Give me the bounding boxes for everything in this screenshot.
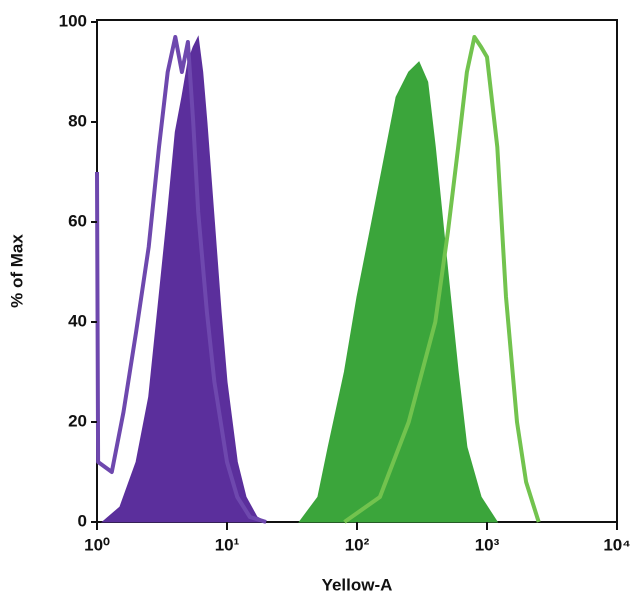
filled-histogram [101,35,267,523]
y-tick-label: 40 [68,311,87,330]
y-tick-label: 100 [59,11,87,30]
filled-histogram [298,61,499,523]
y-tick-label: 60 [68,211,87,230]
x-tick-label: 10³ [475,535,500,554]
x-tick-label: 10⁰ [84,535,110,554]
x-tick-label: 10⁴ [603,535,630,554]
y-axis-title: % of Max [7,234,26,308]
x-tick-label: 10¹ [215,535,240,554]
x-tick-label: 10² [345,535,370,554]
y-tick-label: 80 [68,111,87,130]
y-tick-label: 0 [78,511,87,530]
y-tick-label: 20 [68,411,87,430]
outline-histogram [95,35,267,524]
outline-histogram [343,35,541,524]
x-axis-title: Yellow-A [322,575,393,594]
